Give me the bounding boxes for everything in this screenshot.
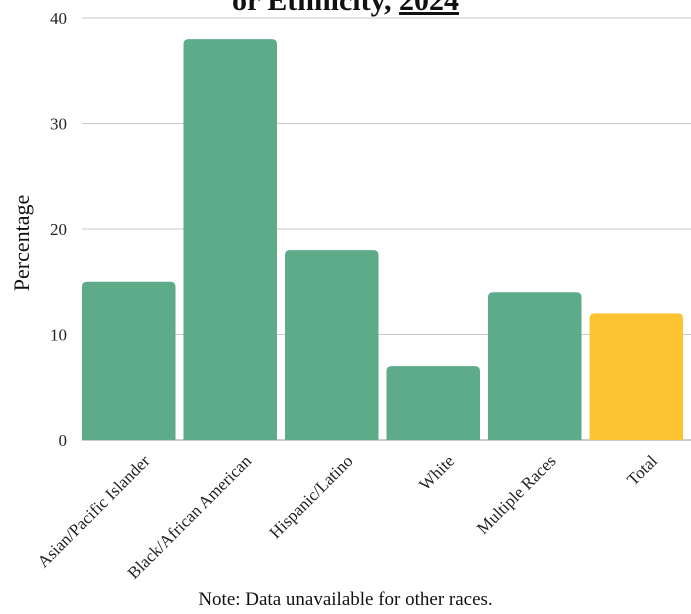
y-tick-label: 10 [50,326,67,345]
bar [285,250,379,440]
bar [386,366,480,440]
x-tick-label: Asian/Pacific Islander [34,451,154,571]
chart-title-year: 2024 [398,0,459,17]
chart-title: or Ethnicity, 2024 [0,0,691,18]
x-tick-label: Total [623,451,661,489]
x-tick-label: Hispanic/Latino [266,451,357,542]
y-tick-label: 0 [59,431,68,450]
y-axis-ticks: 0 10 20 30 40 [50,9,67,450]
chart-note: Note: Data unavailable for other races. [198,589,493,610]
bar [82,281,176,440]
chart-title-text: or Ethnicity, [232,0,399,17]
y-tick-label: 30 [50,115,67,134]
bar [589,313,683,440]
bar [488,292,582,440]
bars [82,39,683,440]
x-tick-label: White [415,451,458,494]
x-tick-label: Multiple Races [473,451,560,538]
y-tick-label: 20 [50,220,67,239]
y-tick-label: 40 [50,9,67,28]
bar [183,39,277,440]
